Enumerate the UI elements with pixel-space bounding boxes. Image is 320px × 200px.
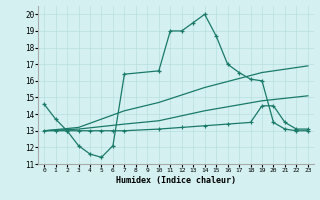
X-axis label: Humidex (Indice chaleur): Humidex (Indice chaleur) — [116, 176, 236, 185]
